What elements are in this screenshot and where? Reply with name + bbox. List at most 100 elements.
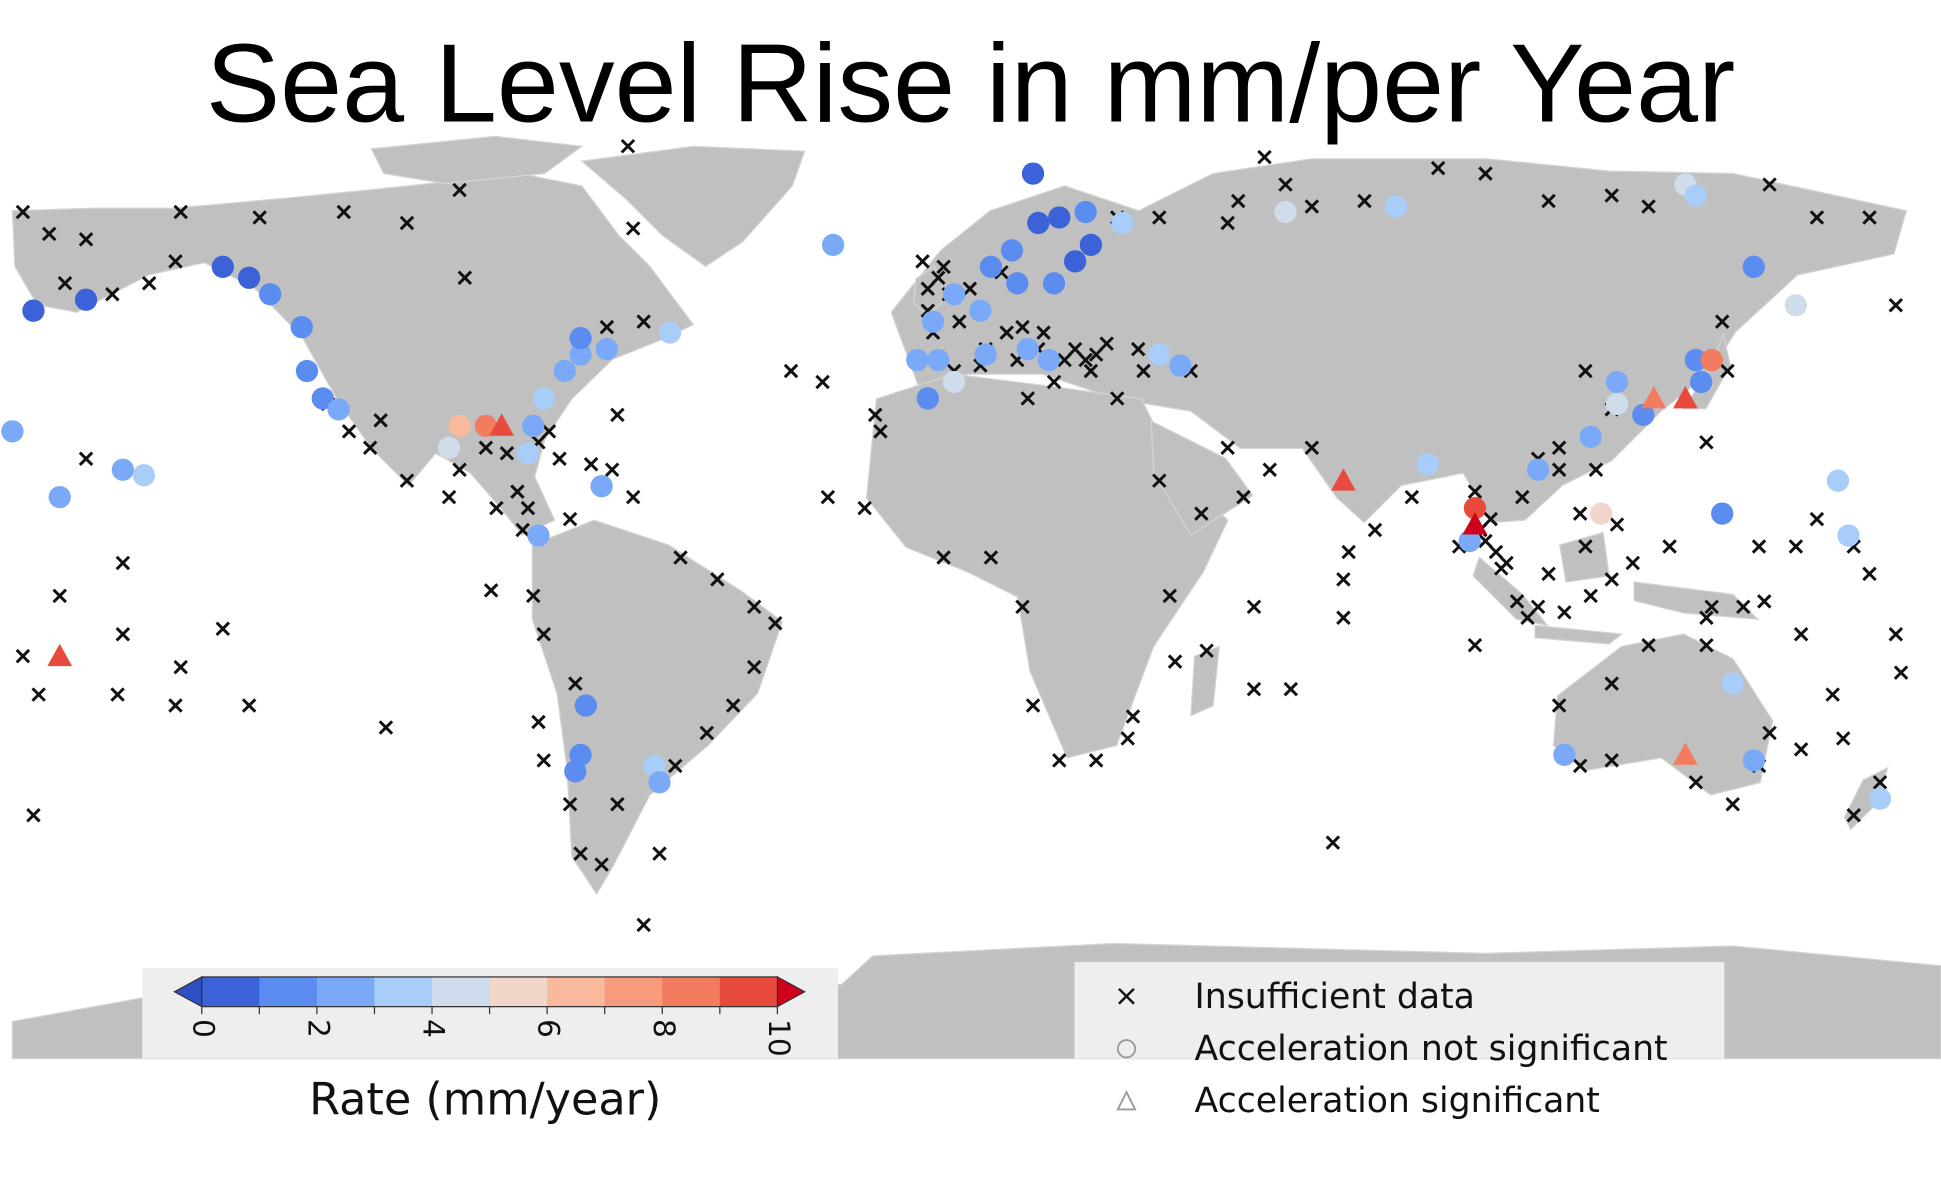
insufficient-data-marker — [1052, 753, 1067, 768]
station-circle-marker — [1079, 233, 1103, 257]
insufficient-data-marker — [1015, 319, 1030, 335]
legend-x-marker-icon: × — [1114, 978, 1139, 1013]
insufficient-data-marker — [857, 500, 872, 516]
insufficient-data-marker — [41, 226, 57, 242]
station-circle-marker — [1016, 337, 1039, 361]
insufficient-data-marker — [636, 314, 651, 329]
colorbar-segment — [432, 976, 491, 1007]
insufficient-data-marker — [57, 276, 73, 291]
insufficient-data-marker — [1509, 594, 1525, 609]
colorbar-tick-label: 4 — [416, 1019, 451, 1038]
station-circle-marker — [1526, 458, 1550, 481]
station-circle-marker — [569, 343, 592, 366]
colorbar-segment — [374, 976, 433, 1007]
insufficient-data-marker — [673, 550, 688, 565]
insufficient-data-marker — [1541, 566, 1556, 582]
insufficient-data-marker — [115, 555, 131, 571]
insufficient-data-marker — [1699, 637, 1714, 653]
insufficient-data-marker — [573, 846, 588, 861]
colorbar-segment — [489, 976, 548, 1007]
insufficient-data-marker — [1809, 511, 1825, 527]
insufficient-data-marker — [1862, 566, 1877, 582]
insufficient-data-marker — [1130, 341, 1146, 357]
insufficient-data-marker — [1120, 731, 1135, 746]
insufficient-data-marker — [1725, 796, 1740, 812]
station-triangle-marker — [47, 643, 73, 667]
insufficient-data-marker — [1220, 440, 1235, 456]
station-circle-marker — [569, 326, 592, 350]
station-circle-marker — [921, 310, 945, 333]
station-circle-marker — [821, 233, 845, 257]
colorbar-tick-label: 0 — [185, 1019, 220, 1038]
insufficient-data-marker — [531, 714, 546, 730]
station-circle-marker — [1742, 749, 1765, 772]
insufficient-data-marker — [483, 583, 499, 598]
insufficient-data-marker — [610, 407, 625, 423]
insufficient-data-marker — [1088, 753, 1104, 768]
insufficient-data-marker — [1557, 605, 1572, 620]
insufficient-data-marker — [873, 424, 888, 439]
insufficient-data-marker — [1162, 588, 1178, 604]
insufficient-data-marker — [1520, 610, 1535, 626]
station-circle-marker — [48, 486, 71, 509]
colorbar-segment — [604, 976, 663, 1007]
insufficient-data-marker — [1262, 462, 1277, 477]
insufficient-data-marker — [15, 204, 31, 220]
colorbar-segment — [316, 976, 376, 1007]
insufficient-data-marker — [478, 440, 494, 456]
eurasia — [890, 158, 1908, 524]
insufficient-data-marker — [215, 621, 231, 636]
station-circle-marker — [1111, 211, 1134, 235]
station-circle-marker — [927, 348, 950, 372]
madagascar — [1190, 645, 1221, 717]
insufficient-data-marker — [1872, 775, 1888, 790]
station-circle-marker — [211, 255, 234, 278]
insufficient-data-marker — [1025, 698, 1041, 713]
station-circle-marker — [1553, 743, 1576, 767]
insufficient-data-marker — [604, 462, 620, 477]
chart-title: Sea Level Rise in mm/per Year — [206, 21, 1735, 146]
insufficient-data-marker — [1083, 363, 1099, 379]
station-circle-marker — [1579, 425, 1602, 448]
insufficient-data-marker — [1057, 352, 1072, 368]
insufficient-data-marker — [1257, 149, 1272, 165]
insufficient-data-marker — [1699, 610, 1714, 626]
station-circle-marker — [532, 387, 555, 410]
insufficient-data-marker — [915, 254, 930, 269]
insufficient-data-marker — [336, 204, 352, 220]
insufficient-data-marker — [1078, 352, 1093, 368]
insufficient-data-marker — [983, 550, 999, 565]
station-circle-marker — [74, 288, 98, 311]
insufficient-data-marker — [1167, 654, 1183, 669]
insufficient-data-marker — [1367, 522, 1383, 538]
insufficient-data-marker — [78, 232, 94, 247]
greenland — [580, 145, 806, 268]
insufficient-data-marker — [1152, 473, 1167, 488]
station-circle-marker — [290, 316, 313, 339]
insufficient-data-marker — [1583, 588, 1598, 604]
station-circle-marker — [1000, 239, 1024, 262]
insufficient-data-marker — [452, 462, 467, 477]
insufficient-data-marker — [1199, 643, 1214, 658]
insufficient-data-marker — [1499, 555, 1514, 571]
insufficient-data-marker — [599, 319, 615, 335]
insufficient-data-marker — [173, 659, 188, 675]
station-circle-marker — [1742, 255, 1765, 278]
insufficient-data-marker — [952, 314, 967, 329]
insufficient-data-marker — [1046, 374, 1062, 390]
insufficient-data-marker — [1478, 533, 1493, 549]
station-circle-marker — [648, 771, 671, 794]
insufficient-data-marker — [552, 451, 567, 466]
insufficient-data-marker — [1036, 325, 1051, 340]
insufficient-data-marker — [1467, 484, 1483, 499]
insufficient-data-marker — [1530, 599, 1546, 615]
colorbar: 0 2 4 6 8 10 Rate (mm/year) — [142, 968, 839, 1125]
station-circle-marker — [1837, 524, 1860, 547]
land-masses — [11, 135, 1941, 1060]
insufficient-data-marker — [1515, 489, 1530, 505]
insufficient-data-marker — [1793, 627, 1809, 642]
insufficient-data-marker — [1835, 731, 1851, 746]
station-circle-marker — [906, 348, 929, 372]
insufficient-data-marker — [1888, 627, 1904, 642]
